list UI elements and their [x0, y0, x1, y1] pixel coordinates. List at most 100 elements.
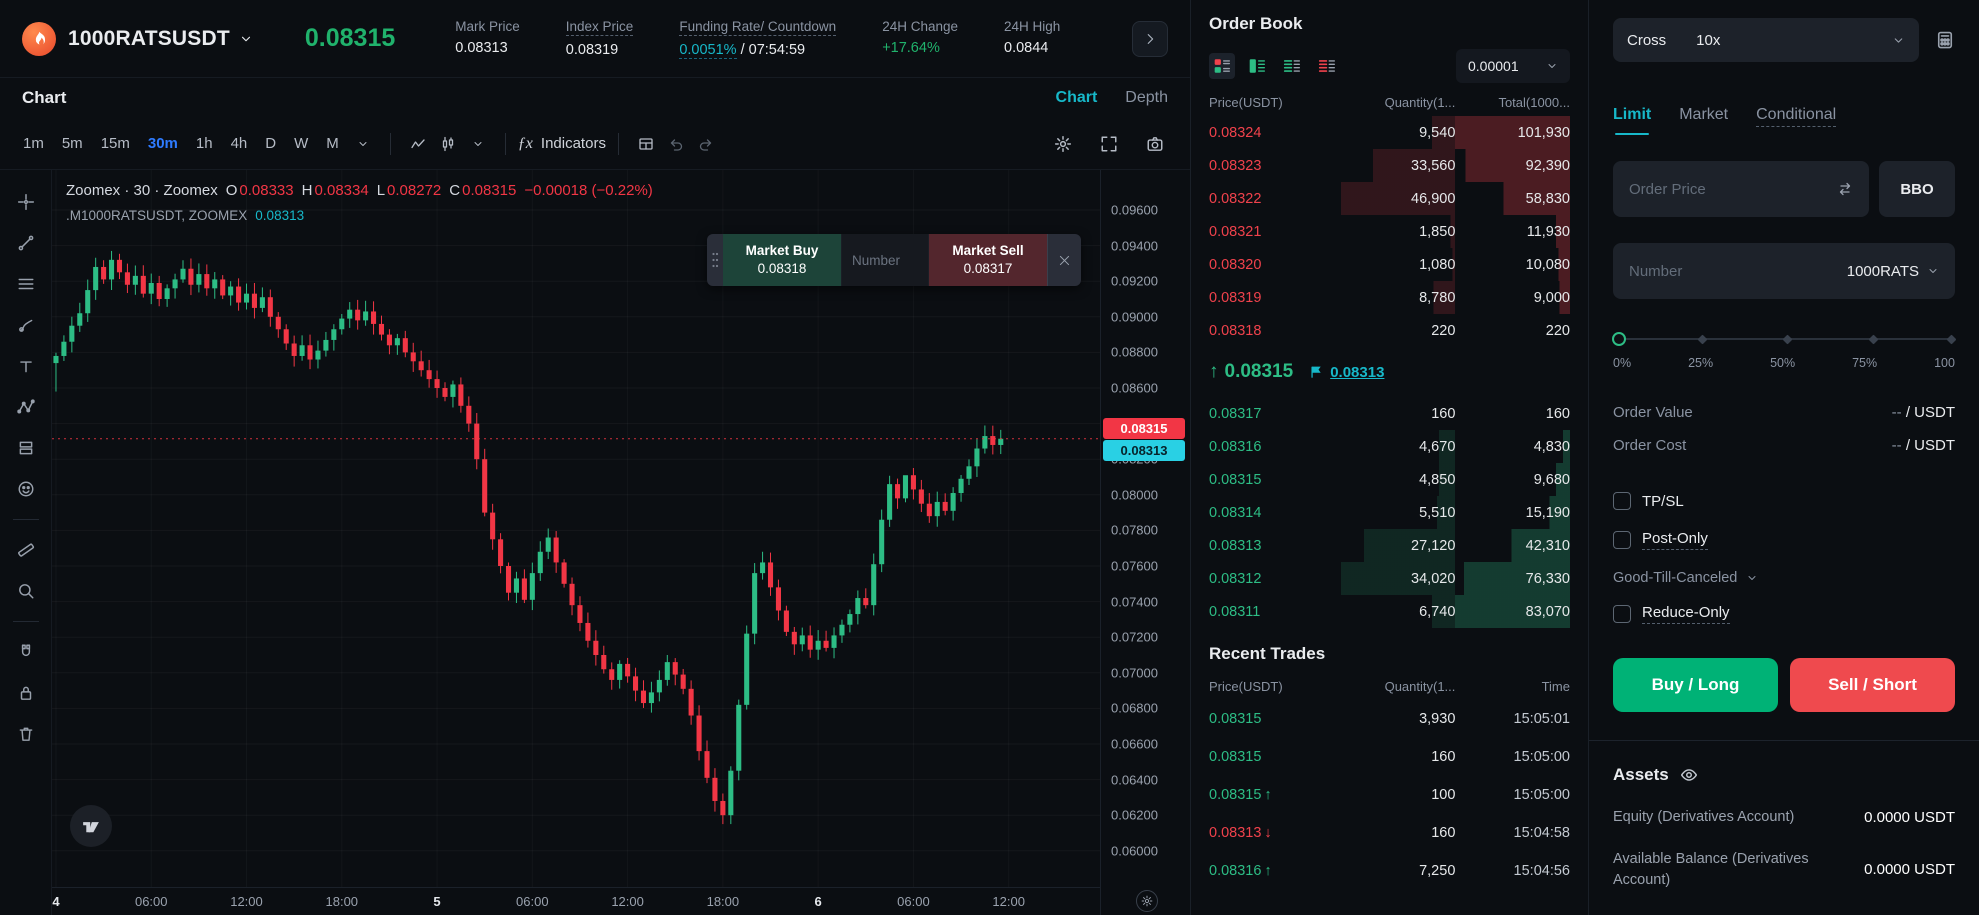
symbol-dropdown-caret-icon[interactable] [239, 32, 253, 46]
zoom-icon[interactable] [9, 575, 43, 607]
crosshair-icon[interactable] [9, 186, 43, 218]
last-trade-price[interactable]: ↑ 0.08315 [1209, 361, 1294, 382]
slider-tick-100[interactable] [1946, 334, 1957, 344]
timeframe-M[interactable]: M [326, 135, 339, 152]
tab-depth[interactable]: Depth [1125, 89, 1168, 106]
orderbook-ask-row[interactable]: 0.08321 1,850 11,930 [1191, 215, 1588, 248]
tradingview-logo[interactable] [70, 805, 112, 847]
slider-tick-25[interactable] [1697, 334, 1707, 344]
ruler-icon[interactable] [9, 534, 43, 566]
drawing-toolbar [0, 170, 52, 915]
price-axis[interactable]: 0.08315 0.08313 0.09600 0.09400 0.09200 0.0… [1100, 170, 1190, 915]
checkbox-icon[interactable] [1613, 605, 1631, 623]
time-axis[interactable]: 4 06:00 12:00 18:00 5 06:00 12:00 18:00 6 06:00 12… [52, 887, 1100, 915]
orderbook-bid-row[interactable]: 0.08314 5,510 15,190 [1191, 496, 1588, 529]
pattern-icon[interactable] [9, 391, 43, 423]
bbo-button[interactable]: BBO [1879, 161, 1955, 217]
fullscreen-icon[interactable] [1094, 129, 1124, 159]
orderbook-ask-row[interactable]: 0.08320 1,080 10,080 [1191, 248, 1588, 281]
tab-limit[interactable]: Limit [1613, 106, 1651, 135]
timeframe-15m[interactable]: 15m [100, 135, 130, 152]
orderbook-bid-row[interactable]: 0.08315 4,850 9,680 [1191, 463, 1588, 496]
orderbook-bid-row[interactable]: 0.08317 160 160 [1191, 397, 1588, 430]
orderbook-bid-row[interactable]: 0.08316 4,670 4,830 [1191, 430, 1588, 463]
position-icon[interactable] [9, 432, 43, 464]
timeframe-D[interactable]: D [265, 135, 277, 152]
eye-icon[interactable] [1680, 766, 1698, 784]
orderbook-ask-row[interactable]: 0.08324 9,540 101,930 [1191, 116, 1588, 149]
order-price-input[interactable] [1629, 180, 1837, 198]
fib-icon[interactable] [9, 268, 43, 300]
timeframe-5m[interactable]: 5m [61, 135, 83, 152]
sell-short-button[interactable]: Sell / Short [1790, 658, 1955, 712]
timeframe-1h[interactable]: 1h [195, 135, 213, 152]
tab-chart[interactable]: Chart [1055, 89, 1098, 106]
tpsl-checkbox[interactable]: TP/SL [1613, 492, 1955, 510]
slider-handle[interactable] [1612, 332, 1626, 346]
more-intervals-caret-icon[interactable] [348, 129, 378, 159]
checkbox-icon[interactable] [1613, 492, 1631, 510]
line-chart-style-icon[interactable] [403, 129, 433, 159]
emoji-icon[interactable] [9, 473, 43, 505]
timeframe-W[interactable]: W [294, 135, 309, 152]
chart-layout-icon[interactable] [631, 129, 661, 159]
recent-trades-headers: Price(USDT) Quantity(1... Time [1209, 678, 1570, 694]
order-price-field[interactable] [1613, 161, 1869, 217]
redo-icon[interactable] [691, 129, 721, 159]
buy-long-button[interactable]: Buy / Long [1613, 658, 1778, 712]
orderbook-view-bids-icon[interactable] [1279, 53, 1305, 79]
timeframe-30m[interactable]: 30m [147, 135, 178, 152]
trendline-icon[interactable] [9, 227, 43, 259]
axis-settings-gear-icon[interactable] [1136, 890, 1158, 912]
tab-market[interactable]: Market [1679, 106, 1729, 123]
magnet-icon[interactable] [9, 636, 43, 668]
tick-size-select[interactable]: 0.00001 [1456, 49, 1570, 83]
orderbook-ask-row[interactable]: 0.08323 33,560 92,390 [1191, 149, 1588, 182]
orderbook-view-asks-icon[interactable] [1314, 53, 1340, 79]
post-only-checkbox[interactable]: Post-Only [1613, 530, 1955, 550]
orderbook-ask-row[interactable]: 0.08319 8,780 9,000 [1191, 281, 1588, 314]
timeframe-4h[interactable]: 4h [230, 135, 248, 152]
brush-icon[interactable] [9, 309, 43, 341]
orderbook-ask-row[interactable]: 0.08318 220 220 [1191, 314, 1588, 347]
text-icon[interactable] [9, 350, 43, 382]
orderbook-bid-row[interactable]: 0.08312 34,020 76,330 [1191, 562, 1588, 595]
drag-handle-icon[interactable] [707, 234, 723, 286]
checkbox-icon[interactable] [1613, 531, 1631, 549]
orderbook-view-combined-icon[interactable] [1209, 53, 1235, 79]
timeframe-1m[interactable]: 1m [23, 135, 44, 152]
indicators-button[interactable]: ƒx Indicators [518, 135, 606, 153]
market-sell-button[interactable]: Market Sell 0.08317 [929, 234, 1047, 286]
candlestick-chart[interactable]: Zoomex · 30 · Zoomex O 0.08333 H 0.08334 L… [52, 170, 1100, 887]
qty-unit-select[interactable]: 1000RATS [1847, 263, 1939, 280]
reduce-only-checkbox[interactable]: Reduce-Only [1613, 604, 1955, 624]
market-buy-button[interactable]: Market Buy 0.08318 [723, 234, 841, 286]
orderbook-bid-row[interactable]: 0.08313 27,120 42,310 [1191, 529, 1588, 562]
mark-price-link[interactable]: 0.08313 [1309, 364, 1384, 381]
slider-tick-50[interactable] [1782, 334, 1793, 344]
orderbook-bid-row[interactable]: 0.08311 6,740 83,070 [1191, 595, 1588, 628]
snapshot-camera-icon[interactable] [1140, 129, 1170, 159]
mark-price-tag: 0.08313 [1103, 439, 1185, 461]
undo-icon[interactable] [661, 129, 691, 159]
close-icon[interactable] [1047, 234, 1081, 286]
order-widget-qty-input[interactable]: Number [841, 234, 929, 286]
margin-leverage-select[interactable]: Cross 10x [1613, 18, 1919, 62]
time-in-force-select[interactable]: Good-Till-Canceled [1613, 570, 1955, 586]
chart-settings-gear-icon[interactable] [1048, 129, 1078, 159]
tab-conditional[interactable]: Conditional [1756, 106, 1837, 127]
order-qty-field[interactable]: 1000RATS [1613, 243, 1955, 299]
lock-icon[interactable] [9, 677, 43, 709]
slider-tick-75[interactable] [1868, 334, 1878, 344]
trash-icon[interactable] [9, 718, 43, 750]
chart-style-caret-icon[interactable] [463, 129, 493, 159]
orderbook-ask-row[interactable]: 0.08322 46,900 58,830 [1191, 182, 1588, 215]
calculator-icon[interactable] [1935, 30, 1955, 50]
price-sync-icon[interactable] [1837, 181, 1853, 197]
stats-scroll-right-button[interactable] [1132, 20, 1168, 57]
candle-chart-style-icon[interactable] [433, 129, 463, 159]
quantity-slider[interactable] [1612, 331, 1957, 347]
symbol-name[interactable]: 1000RATSUSDT [68, 26, 230, 50]
order-qty-input[interactable] [1629, 262, 1847, 280]
orderbook-view-grouped-icon[interactable] [1244, 53, 1270, 79]
